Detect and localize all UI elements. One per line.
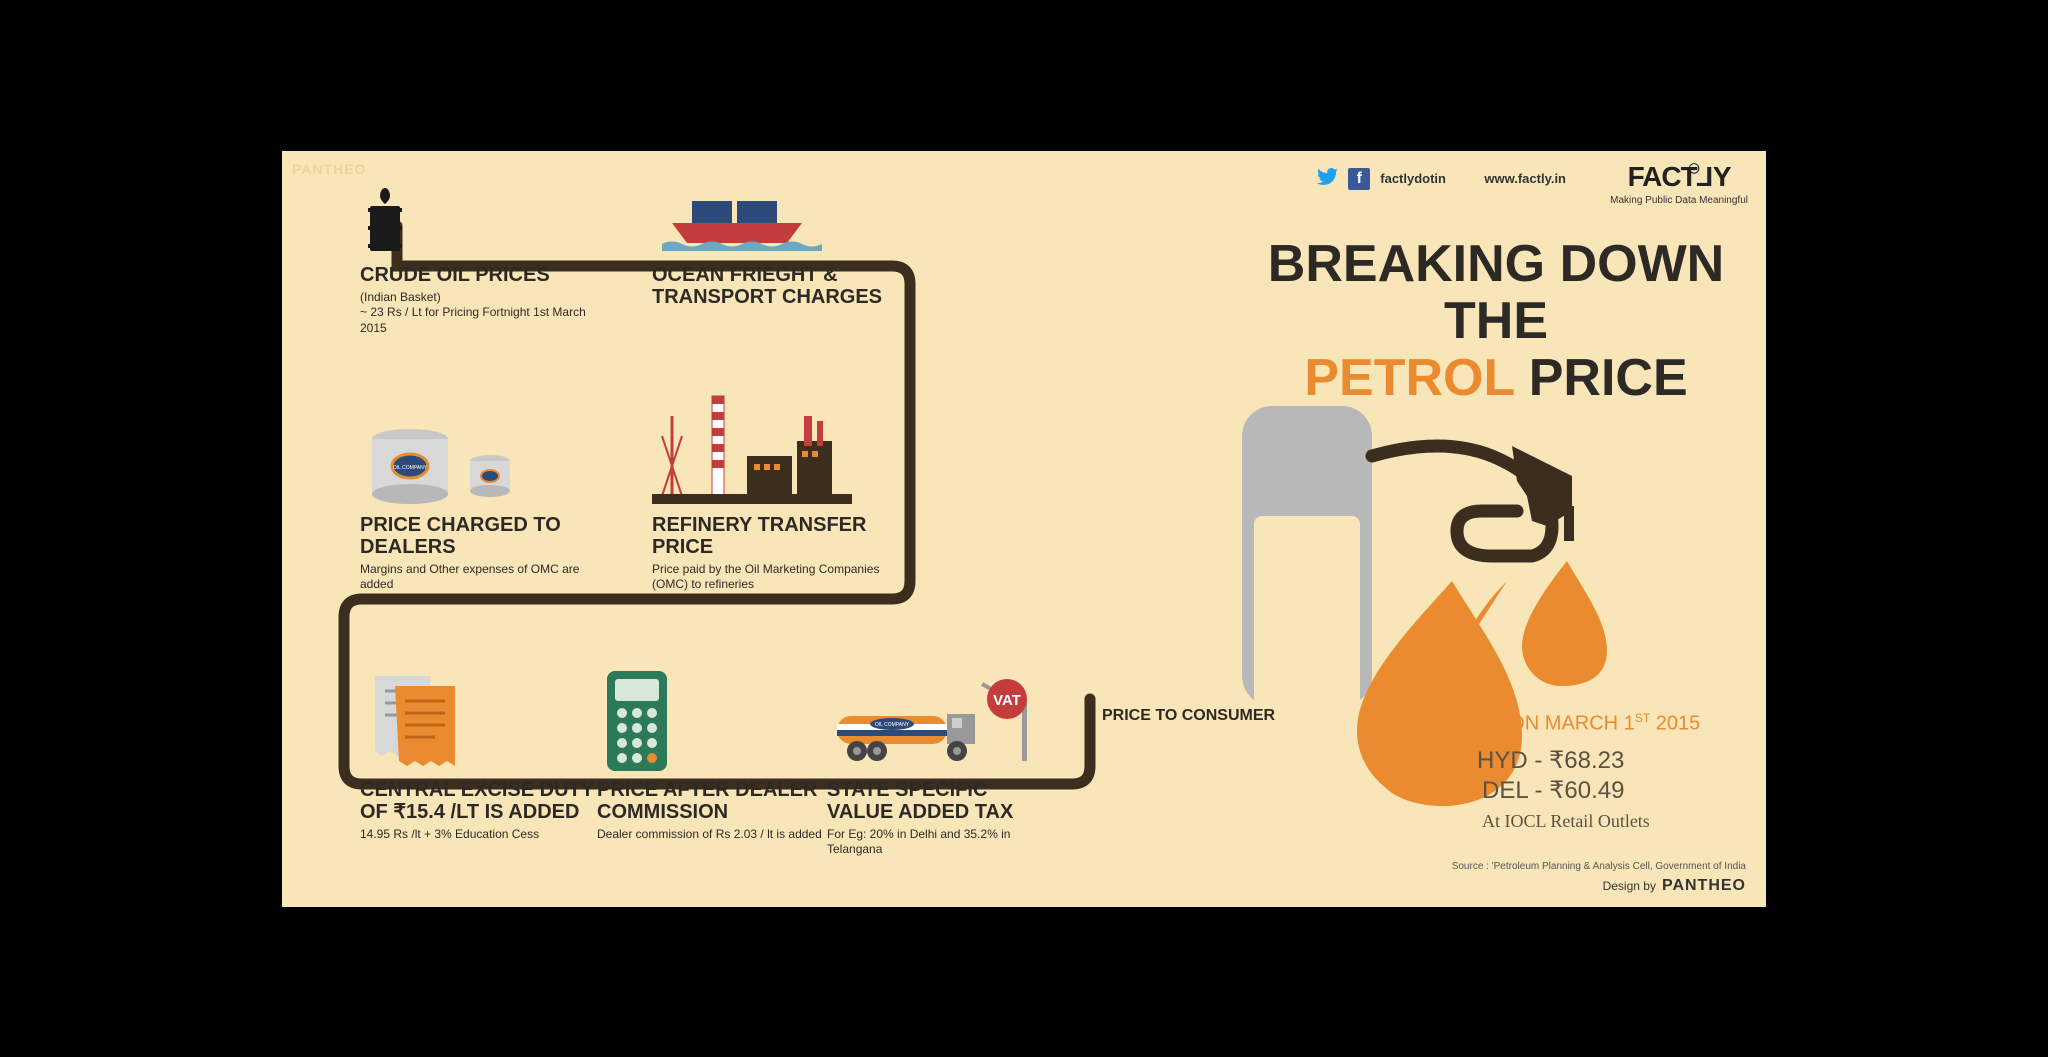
excise-heading: CENTRAL EXCISE DUTY OF ₹15.4 /LT IS ADDE…: [360, 779, 600, 823]
dealers-heading: PRICE CHARGED TO DEALERS: [360, 514, 600, 558]
receipt-icon: [360, 661, 600, 771]
stage-ocean-freight: OCEAN FRIEGHT & TRANSPORT CHARGES: [652, 211, 892, 312]
oil-barrel-icon: [360, 186, 600, 256]
twitter-icon: [1316, 166, 1338, 192]
crude-detail: ~ 23 Rs / Lt for Pricing Fortnight 1st M…: [360, 305, 600, 336]
factly-logo: FACT◯LY Making Public Data Meaningful: [1610, 161, 1748, 206]
svg-text:OIL COMPANY: OIL COMPANY: [393, 465, 428, 471]
logo-tagline: Making Public Data Meaningful: [1610, 195, 1748, 206]
excise-sub: 14.95 Rs /lt + 3% Education Cess: [360, 827, 600, 843]
calculator-icon: [597, 666, 837, 771]
price-del: DEL - ₹60.49: [1482, 776, 1624, 805]
design-name: PANTHEO: [1662, 877, 1746, 895]
vat-sub: For Eg: 20% in Delhi and 35.2% in Telang…: [827, 827, 1047, 858]
refinery-sub: Price paid by the Oil Marketing Companie…: [652, 562, 892, 593]
design-label: Design by: [1603, 879, 1656, 893]
stage-excise: CENTRAL EXCISE DUTY OF ₹15.4 /LT IS ADDE…: [360, 671, 600, 843]
price-date: AS ON MARCH 1ST 2015: [1477, 711, 1700, 736]
infographic-canvas: PANTHEO f factlydotin www.factly.in FACT…: [282, 151, 1766, 907]
stage-vat: OIL COMPANY VAT STATE SPECIFIC VALUE ADD…: [827, 681, 1047, 858]
watermark: PANTHEO: [292, 161, 366, 177]
svg-text:OIL COMPANY: OIL COMPANY: [875, 722, 910, 728]
social-handle: factlydotin: [1380, 171, 1446, 186]
svg-text:VAT: VAT: [993, 692, 1021, 709]
source-text: Source : 'Petroleum Planning & Analysis …: [1452, 861, 1746, 872]
dealer-comm-sub: Dealer commission of Rs 2.03 / lt is add…: [597, 827, 837, 843]
ocean-heading: OCEAN FRIEGHT & TRANSPORT CHARGES: [652, 264, 892, 308]
website-url: www.factly.in: [1484, 171, 1566, 186]
price-outlet: At IOCL Retail Outlets: [1482, 811, 1650, 832]
stage-refinery: REFINERY TRANSFER PRICE Price paid by th…: [652, 406, 892, 593]
design-credit: Design by PANTHEO: [1603, 877, 1746, 895]
stage-dealers: OIL COMPANY PRICE CHARGED TO DEALERS Mar…: [360, 441, 600, 593]
refinery-icon: [652, 386, 892, 506]
ship-icon: [652, 191, 892, 256]
crude-heading: CRUDE OIL PRICES: [360, 264, 600, 286]
stage-crude-oil: CRUDE OIL PRICES (Indian Basket) ~ 23 Rs…: [360, 186, 600, 337]
stage-dealer-commission: PRICE AFTER DEALER COMMISSION Dealer com…: [597, 681, 837, 843]
vat-heading: STATE SPECIFIC VALUE ADDED TAX: [827, 779, 1047, 823]
tanker-vat-icon: OIL COMPANY VAT: [827, 666, 1047, 771]
logo-text: FACT◯LY: [1610, 161, 1748, 193]
title-line1: BREAKING DOWN THE: [1268, 235, 1724, 350]
refinery-heading: REFINERY TRANSFER PRICE: [652, 514, 892, 558]
facebook-icon: f: [1348, 168, 1370, 190]
price-hyd: HYD - ₹68.23: [1477, 746, 1624, 775]
social-links: f factlydotin: [1316, 166, 1446, 192]
crude-sub: (Indian Basket): [360, 290, 600, 306]
oil-drums-icon: OIL COMPANY: [360, 421, 600, 506]
dealer-comm-heading: PRICE AFTER DEALER COMMISSION: [597, 779, 837, 823]
dealers-sub: Margins and Other expenses of OMC are ad…: [360, 562, 600, 593]
